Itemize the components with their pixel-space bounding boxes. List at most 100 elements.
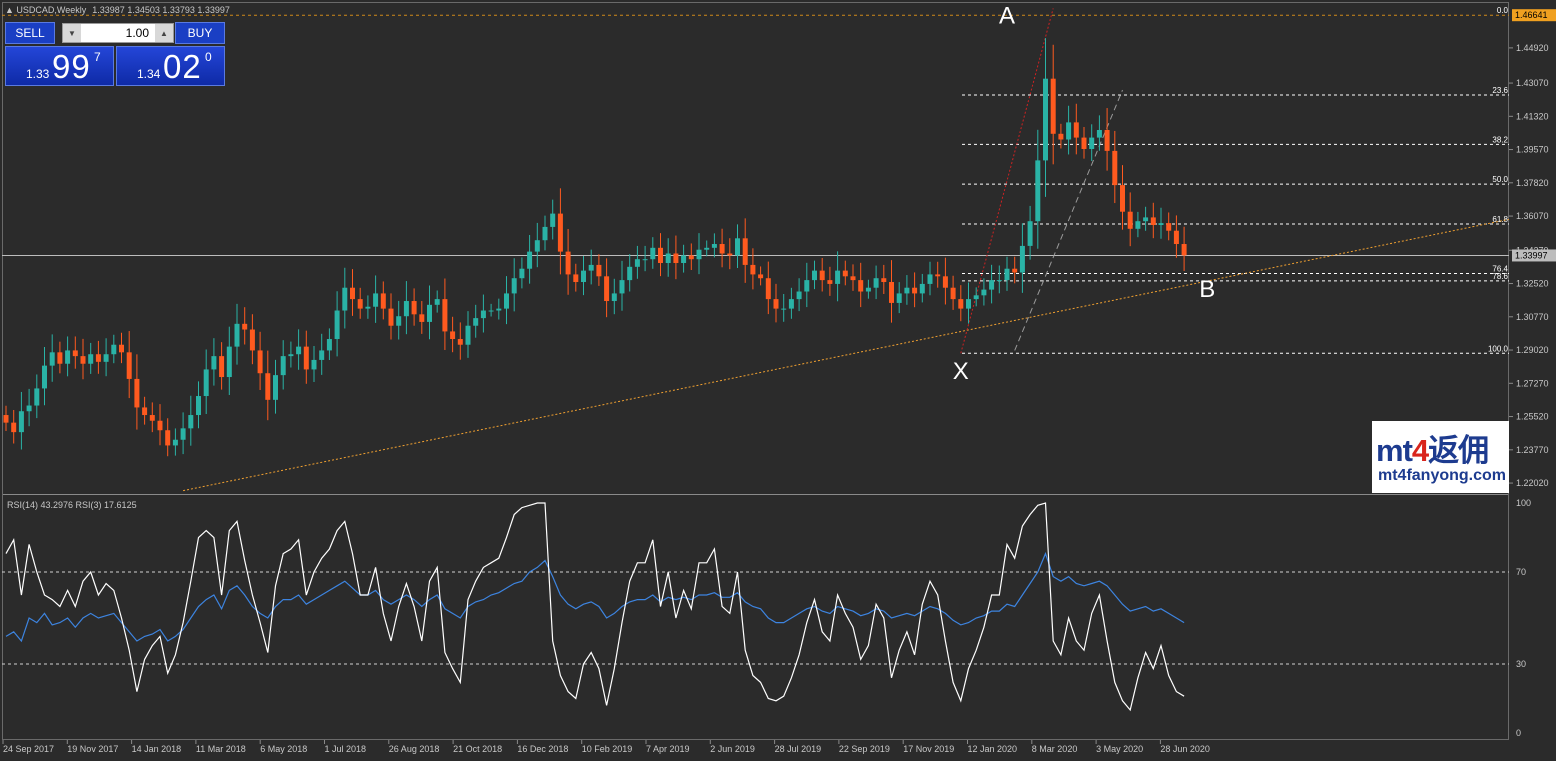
rsi-info: RSI(14) 43.2976 RSI(3) 17.6125	[7, 500, 137, 510]
buy-price-quote[interactable]: 1.34 02 0	[116, 46, 225, 86]
price-tick-label: 1.23770	[1516, 445, 1549, 455]
candle-body	[1035, 160, 1041, 222]
candle-body	[319, 350, 325, 360]
trendline-group[interactable]	[2, 218, 1510, 492]
candle-body	[18, 411, 24, 433]
candle-body	[889, 282, 894, 303]
fib-level-label: 61.8	[1492, 215, 1508, 224]
candle-body	[288, 354, 294, 357]
candle-body	[796, 291, 802, 300]
candle-body	[480, 310, 486, 319]
candle-body	[873, 278, 879, 288]
candle-body	[234, 323, 240, 347]
fib-level-label: 0.0	[1497, 6, 1509, 15]
candle-body	[1150, 217, 1156, 226]
candle-body	[188, 415, 194, 429]
candle-body	[989, 280, 995, 290]
candle-body	[450, 331, 456, 340]
sell-price-sup: 7	[94, 50, 101, 64]
candle-body	[3, 415, 9, 423]
candle-body	[350, 287, 355, 300]
pattern-markup[interactable]: A X B	[953, 3, 1215, 385]
candle-body	[742, 238, 748, 265]
time-tick-label: 26 Aug 2018	[389, 744, 440, 754]
candle-body	[134, 378, 140, 408]
time-tick-label: 1 Jul 2018	[325, 744, 367, 754]
candle-body	[473, 318, 479, 326]
xa-leg-line	[960, 8, 1054, 354]
sell-price-quote[interactable]: 1.33 99 7	[5, 46, 114, 86]
candle-body	[819, 270, 825, 281]
candle-body	[165, 430, 171, 446]
sell-button[interactable]: SELL	[5, 22, 55, 44]
candle-body	[1081, 137, 1087, 149]
candle-body	[427, 304, 432, 322]
time-tick-label: 2 Jun 2019	[710, 744, 755, 754]
candle-body	[1127, 211, 1133, 229]
time-tick-label: 16 Dec 2018	[517, 744, 568, 754]
candle-body	[65, 350, 71, 364]
lot-decrease-icon[interactable]: ▼	[63, 24, 81, 42]
candle-body	[457, 339, 463, 345]
candle-body	[157, 420, 163, 431]
time-tick-label: 14 Jan 2018	[132, 744, 182, 754]
candle-body	[1012, 268, 1018, 273]
lot-size-input[interactable]	[83, 24, 151, 42]
rsi-tick-label: 70	[1516, 567, 1526, 577]
candle-body	[935, 274, 941, 277]
candle-body	[996, 280, 1002, 282]
candle-body	[912, 287, 918, 294]
candle-body	[365, 306, 371, 309]
candle-body	[696, 249, 702, 260]
candle-body	[34, 388, 40, 406]
candle-body	[850, 276, 856, 281]
candle-body	[719, 244, 725, 254]
candle-body	[226, 346, 232, 378]
current-price-label: 1.33997	[1515, 250, 1548, 260]
chart-frame	[2, 2, 1509, 740]
candle-body	[727, 253, 733, 256]
candle-body	[1104, 129, 1110, 151]
buy-price-big: 02	[163, 48, 202, 85]
candle-body	[758, 274, 764, 279]
candle-body	[1120, 185, 1125, 212]
buy-button[interactable]: BUY	[175, 22, 225, 44]
candle-body	[396, 316, 402, 326]
candle-body	[72, 350, 78, 357]
ohlc-values: 1.33987 1.34503 1.33793 1.33997	[92, 5, 230, 15]
candle-body	[1058, 133, 1064, 140]
lot-increase-icon[interactable]: ▲	[155, 24, 173, 42]
candle-body	[49, 352, 55, 366]
candle-body	[812, 270, 817, 281]
candle-body	[303, 346, 309, 370]
time-tick-label: 22 Sep 2019	[839, 744, 890, 754]
candle-body	[42, 365, 47, 389]
time-tick-label: 6 May 2018	[260, 744, 307, 754]
candle-body	[1004, 268, 1010, 281]
lot-size-control[interactable]: ▼ ▲	[62, 23, 174, 43]
candle-body	[257, 350, 263, 374]
pattern-label-b: B	[1199, 276, 1215, 303]
candle-body	[411, 301, 417, 315]
candle-body	[781, 308, 787, 310]
candle-body	[773, 299, 779, 309]
candle-body	[403, 301, 409, 317]
candlestick-series	[3, 38, 1187, 457]
one-click-trading-panel[interactable]: SELL ▼ ▲ BUY 1.33 99 7 1.34 02 0	[5, 22, 225, 86]
ascending-trendline	[182, 218, 1510, 492]
candle-body	[1043, 78, 1048, 161]
buy-price-sup: 0	[205, 50, 212, 64]
candle-body	[904, 287, 910, 294]
time-tick-label: 7 Apr 2019	[646, 744, 690, 754]
candle-body	[896, 293, 902, 303]
rsi-tick-label: 30	[1516, 659, 1526, 669]
candle-body	[26, 405, 32, 412]
candle-body	[919, 283, 925, 294]
candle-body	[203, 369, 209, 397]
time-tick-label: 24 Sep 2017	[3, 744, 54, 754]
candle-body	[142, 407, 148, 416]
price-tick-label: 1.30770	[1516, 312, 1549, 322]
candle-body	[57, 352, 63, 364]
candle-body	[334, 310, 340, 340]
